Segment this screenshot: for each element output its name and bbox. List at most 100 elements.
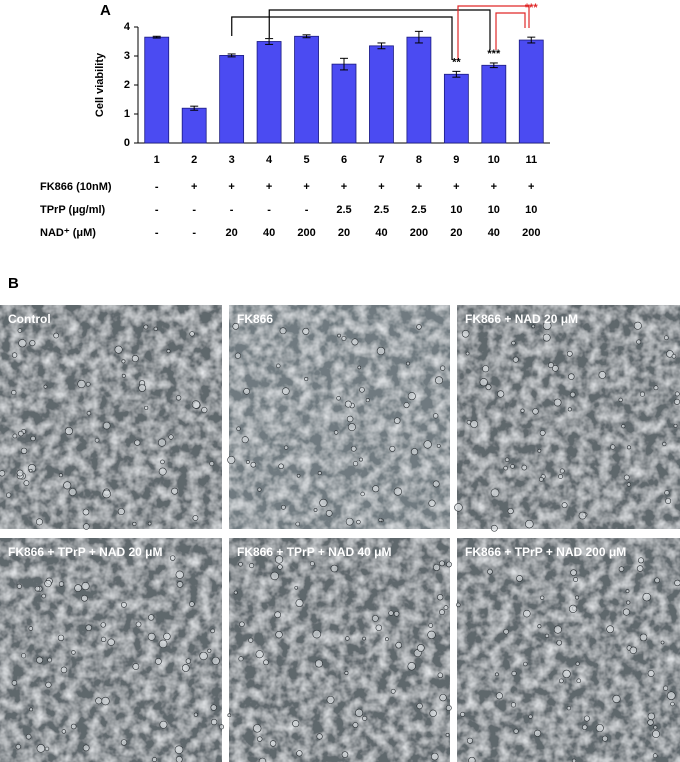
cell bbox=[673, 423, 678, 428]
cell bbox=[395, 641, 402, 649]
x-tick-label: 2 bbox=[191, 154, 197, 166]
table-cell: + bbox=[378, 181, 384, 193]
cell bbox=[245, 460, 250, 464]
cell bbox=[155, 658, 162, 665]
cell bbox=[626, 600, 631, 605]
cell bbox=[29, 340, 36, 347]
cell bbox=[357, 365, 362, 370]
error-bar bbox=[265, 38, 274, 45]
cell bbox=[376, 346, 386, 356]
cell bbox=[410, 448, 419, 456]
cell bbox=[20, 447, 28, 455]
image-label: FK866 + TPrP + NAD 200 μM bbox=[465, 545, 626, 559]
cell bbox=[166, 349, 171, 354]
micrograph bbox=[457, 305, 680, 529]
cell bbox=[393, 487, 402, 496]
cell bbox=[435, 376, 443, 385]
cell bbox=[355, 708, 364, 717]
cell bbox=[652, 730, 660, 738]
cell bbox=[416, 644, 425, 652]
significance: *** bbox=[525, 2, 539, 14]
cell bbox=[233, 590, 238, 595]
cell bbox=[636, 339, 642, 345]
cell bbox=[416, 702, 423, 710]
table-cell: 40 bbox=[375, 227, 387, 239]
cell bbox=[277, 564, 283, 570]
cell bbox=[326, 695, 335, 704]
cell bbox=[540, 595, 545, 600]
cell bbox=[365, 398, 370, 403]
cell bbox=[461, 329, 470, 338]
image-label: FK866 bbox=[237, 312, 273, 326]
cell bbox=[538, 477, 544, 482]
table-cell: 10 bbox=[488, 204, 500, 216]
cell bbox=[58, 581, 65, 587]
cell bbox=[57, 634, 65, 642]
cell bbox=[132, 521, 137, 526]
cell bbox=[629, 646, 637, 654]
y-tick-label: 4 bbox=[124, 21, 131, 33]
table-cell: 40 bbox=[488, 227, 500, 239]
cell bbox=[384, 637, 389, 642]
cell bbox=[29, 707, 33, 712]
cell bbox=[642, 592, 652, 602]
cell bbox=[622, 608, 630, 616]
cell bbox=[81, 594, 88, 602]
cell bbox=[337, 333, 341, 338]
cell bbox=[249, 563, 255, 569]
cell bbox=[160, 459, 165, 465]
cell bbox=[665, 498, 672, 505]
cell bbox=[135, 621, 142, 628]
cell bbox=[388, 610, 394, 616]
cell bbox=[238, 562, 243, 567]
cell bbox=[539, 429, 546, 436]
cell bbox=[18, 339, 27, 348]
row-label: FK866 (10nM) bbox=[40, 181, 112, 193]
cell bbox=[662, 441, 667, 447]
micrograph bbox=[0, 538, 222, 762]
cell bbox=[433, 563, 441, 571]
cell bbox=[439, 609, 445, 616]
cell bbox=[163, 632, 171, 641]
table-cell: 200 bbox=[410, 227, 428, 239]
cell bbox=[60, 666, 68, 674]
cell bbox=[569, 391, 576, 398]
cell bbox=[516, 575, 523, 582]
bar bbox=[219, 55, 245, 144]
cell bbox=[68, 488, 77, 496]
cell bbox=[393, 611, 400, 617]
cell bbox=[466, 737, 473, 744]
table-cell: - bbox=[155, 227, 159, 239]
bar bbox=[331, 63, 357, 144]
image-label: FK866 + TPrP + NAD 20 μM bbox=[8, 545, 163, 559]
cell bbox=[85, 381, 91, 387]
cell bbox=[120, 739, 128, 746]
cell bbox=[171, 487, 179, 495]
cell bbox=[345, 636, 350, 641]
error-bar bbox=[377, 42, 386, 50]
cell bbox=[169, 555, 176, 561]
cell bbox=[58, 473, 63, 478]
cell bbox=[359, 457, 363, 462]
cell bbox=[393, 417, 401, 424]
cell bbox=[523, 661, 528, 667]
cell bbox=[210, 704, 217, 711]
cell bbox=[350, 445, 357, 452]
x-tick-label: 4 bbox=[266, 154, 273, 166]
cell bbox=[16, 469, 24, 477]
cell bbox=[525, 519, 534, 529]
significance: *** bbox=[487, 48, 501, 60]
cell bbox=[576, 678, 582, 684]
cell bbox=[248, 637, 254, 643]
cell bbox=[100, 636, 107, 642]
cell bbox=[625, 589, 630, 593]
cell bbox=[134, 439, 141, 446]
cell bbox=[176, 581, 184, 588]
cell bbox=[485, 384, 492, 391]
cell bbox=[258, 757, 267, 762]
cell bbox=[0, 470, 6, 477]
cell bbox=[674, 398, 680, 405]
table-cell: + bbox=[191, 181, 197, 193]
cell bbox=[23, 480, 30, 487]
